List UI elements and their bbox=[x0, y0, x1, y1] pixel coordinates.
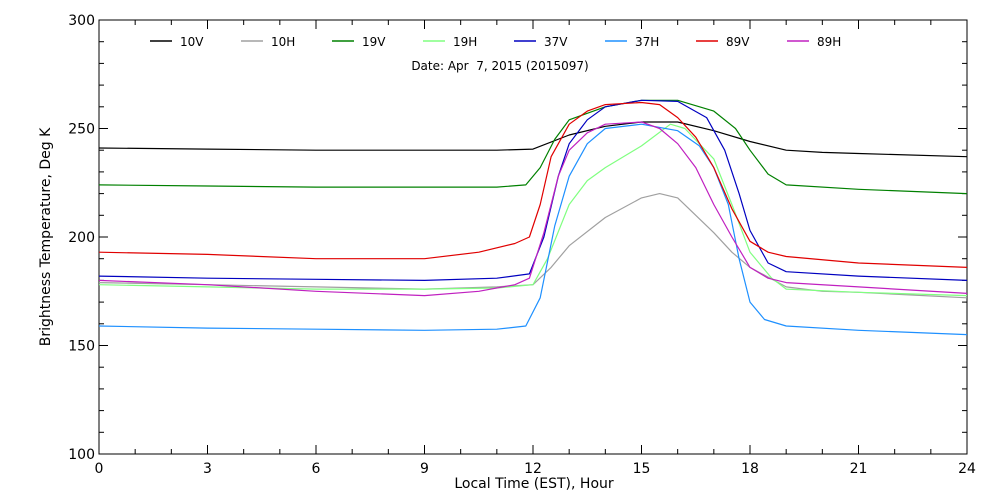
x-tick-label: 24 bbox=[958, 461, 976, 477]
plot-frame bbox=[98, 19, 968, 455]
y-tick-label: 200 bbox=[68, 230, 95, 246]
legend: 10V 10H 19V 19H 37V 37H 89V 89H bbox=[150, 35, 841, 49]
series-line-10v bbox=[98, 121, 968, 158]
y-tick-label: 150 bbox=[68, 339, 95, 355]
legend-label-19h: 19H bbox=[453, 35, 477, 49]
x-tick-label: 12 bbox=[524, 461, 542, 477]
legend-label-37h: 37H bbox=[635, 35, 659, 49]
x-axis-label: Local Time (EST), Hour bbox=[454, 476, 614, 492]
legend-label-10v: 10V bbox=[180, 35, 204, 49]
series-layer bbox=[98, 99, 968, 336]
y-tick-label: 250 bbox=[68, 122, 95, 138]
axis-ticks: 0 3 6 9 12 15 18 21 24 100 150 200 250 300 bbox=[68, 13, 976, 477]
x-tick-label: 6 bbox=[312, 461, 321, 477]
y-axis-label: Brightness Temperature, Deg K bbox=[38, 127, 54, 346]
series-line-10h bbox=[98, 193, 968, 299]
y-tick-label: 300 bbox=[68, 13, 95, 29]
series-line-37h bbox=[98, 123, 968, 336]
series-line-19h bbox=[98, 123, 968, 297]
series-line-19v bbox=[98, 99, 968, 195]
legend-label-37v: 37V bbox=[544, 35, 568, 49]
x-tick-label: 15 bbox=[633, 461, 651, 477]
legend-label-19v: 19V bbox=[362, 35, 386, 49]
legend-label-10h: 10H bbox=[271, 35, 295, 49]
chart-title: Date: Apr 7, 2015 (2015097) bbox=[411, 59, 588, 73]
x-tick-label: 9 bbox=[420, 461, 429, 477]
series-line-37v bbox=[98, 99, 968, 281]
legend-label-89v: 89V bbox=[726, 35, 750, 49]
legend-label-89h: 89H bbox=[817, 35, 841, 49]
series-line-89h bbox=[98, 121, 968, 297]
x-tick-label: 0 bbox=[95, 461, 104, 477]
series-line-89v bbox=[98, 101, 968, 268]
x-tick-label: 21 bbox=[850, 461, 868, 477]
y-tick-label: 100 bbox=[68, 447, 95, 463]
x-tick-label: 3 bbox=[203, 461, 212, 477]
x-tick-label: 18 bbox=[741, 461, 759, 477]
